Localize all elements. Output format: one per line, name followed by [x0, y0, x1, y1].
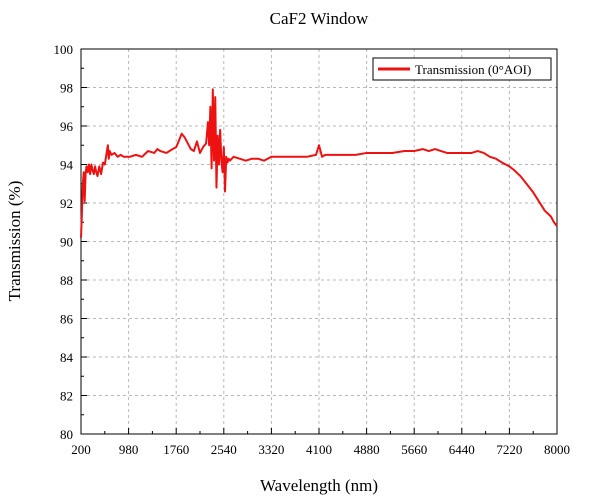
y-tick-label: 98 [60, 81, 73, 96]
y-tick-label: 86 [60, 312, 74, 327]
y-tick-label: 92 [60, 196, 73, 211]
x-tick-label: 1760 [163, 442, 189, 457]
x-tick-label: 6440 [449, 442, 475, 457]
x-axis-label: Wavelength (nm) [260, 476, 378, 495]
y-tick-labels: 80 82 84 86 88 90 92 94 96 98 100 [54, 42, 74, 442]
y-tick-label: 84 [60, 350, 74, 365]
y-tick-label: 96 [60, 119, 74, 134]
y-tick-label: 82 [60, 389, 73, 404]
chart-title: CaF2 Window [270, 9, 369, 28]
x-tick-label: 8000 [544, 442, 570, 457]
x-tick-label: 200 [71, 442, 91, 457]
series-line-transmission [80, 88, 558, 238]
x-tick-labels: 200 980 1760 2540 3320 4100 4880 5660 6440 7220 80… [71, 442, 570, 457]
y-tick-label: 80 [60, 427, 73, 442]
x-tick-label: 7220 [496, 442, 522, 457]
x-tick-label: 3320 [258, 442, 284, 457]
y-tick-label: 88 [60, 273, 73, 288]
legend-label: Transmission (0°AOI) [415, 62, 531, 77]
x-tick-label: 4880 [354, 442, 380, 457]
y-tick-label: 94 [60, 158, 74, 173]
x-tick-label: 5660 [401, 442, 427, 457]
x-tick-label: 4100 [306, 442, 332, 457]
legend: Transmission (0°AOI) [372, 57, 552, 81]
legend-box [372, 57, 552, 81]
x-tick-label: 980 [119, 442, 139, 457]
y-tick-label: 90 [60, 235, 73, 250]
y-tick-label: 100 [54, 42, 74, 57]
x-tick-label: 2540 [211, 442, 237, 457]
axis-ticks [80, 48, 558, 435]
grid [81, 49, 557, 434]
y-axis-label: Transmission (%) [5, 181, 24, 302]
